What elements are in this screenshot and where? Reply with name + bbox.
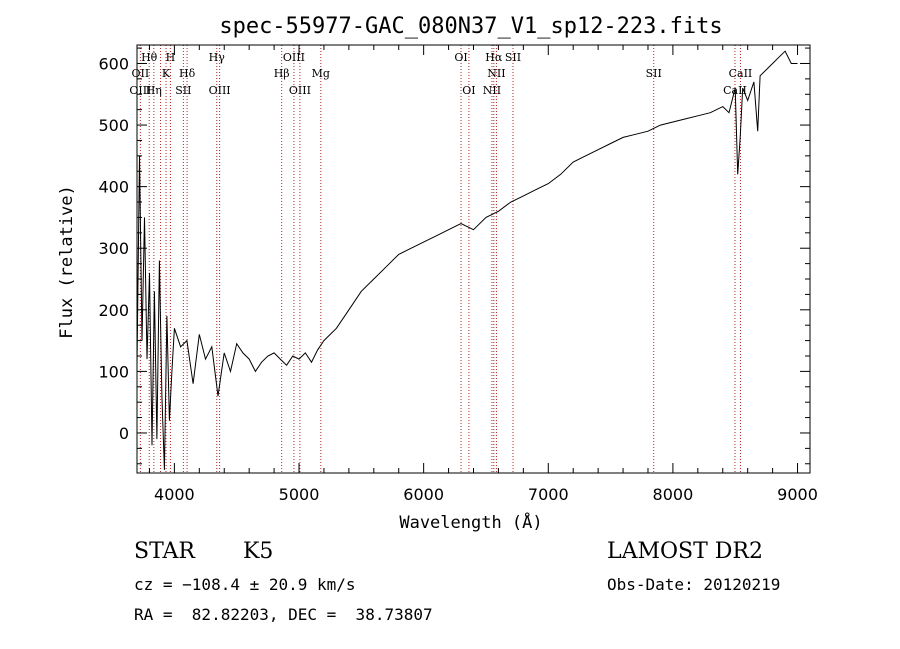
spectral-line-label-16: Hη: [146, 84, 162, 97]
axis-ticks: 4000 5000 6000 7000 8000 9000 0 100 200 300 400 500…: [98, 45, 818, 504]
y-tick-label-5: 500: [98, 116, 129, 135]
spectral-line-label-3: OIII: [283, 51, 305, 64]
spectral-line-label-14: CaII: [729, 67, 753, 80]
x-tick-label-3: 7000: [528, 485, 569, 504]
coordinates: RA = 82.82203, DEC = 38.73807: [134, 605, 433, 624]
spectral-line-label-0: Hθ: [141, 51, 158, 64]
spectral-line-label-6: SII: [505, 51, 521, 64]
spectral-line-label-4: OI: [454, 51, 467, 64]
y-axis-label: Flux (relative): [57, 185, 77, 339]
spectral-line-label-1: H: [166, 51, 176, 64]
spectral-line-label-17: SII: [175, 84, 191, 97]
redshift-cz: cz = −108.4 ± 20.9 km/s: [134, 575, 356, 594]
spectral-line-label-7: SII: [646, 67, 662, 80]
x-tick-label-0: 4000: [154, 485, 195, 504]
subclass: K5: [243, 539, 274, 564]
spectral-line-label-5: Hα: [485, 51, 503, 64]
spectral-line-label-22: CaII: [723, 84, 747, 97]
survey-name: LAMOST DR2: [607, 539, 763, 564]
x-tick-label-1: 5000: [279, 485, 320, 504]
spectral-line-label-13: NII: [487, 67, 505, 80]
spectrum-series: [136, 50, 798, 470]
spectral-line-label-12: Mg: [312, 67, 330, 80]
plot-frame: [136, 44, 811, 474]
spectral-line-label-15: OIII: [129, 84, 151, 97]
spectral-line-label-8: OII: [132, 67, 150, 80]
spectral-line-label-9: K: [162, 67, 171, 80]
x-axis-label: Wavelength (Å): [399, 511, 542, 533]
spectral-line-label-20: OI: [462, 84, 475, 97]
spectral-line-label-2: Hγ: [209, 51, 226, 64]
x-tick-label-4: 8000: [653, 485, 694, 504]
spectral-line-label-18: OIII: [209, 84, 231, 97]
x-tick-label-5: 9000: [777, 485, 818, 504]
spectral-line-label-11: Hβ: [274, 67, 290, 80]
chart-title: spec-55977-GAC_080N37_V1_sp12-223.fits: [219, 14, 722, 39]
y-tick-label-2: 200: [98, 301, 129, 320]
spectral-line-label-21: NII: [483, 84, 501, 97]
line-markers: [139, 45, 741, 473]
object-type: STAR: [134, 539, 195, 564]
spectral-line-label-10: Hδ: [179, 67, 196, 80]
y-tick-label-1: 100: [98, 362, 129, 381]
y-tick-label-4: 400: [98, 178, 129, 197]
y-tick-label-0: 0: [119, 424, 129, 443]
y-tick-label-6: 600: [98, 54, 129, 73]
y-tick-label-3: 300: [98, 239, 129, 258]
spectrum-line-0: [136, 50, 798, 470]
x-tick-label-2: 6000: [403, 485, 444, 504]
spectral-line-label-19: OIII: [289, 84, 311, 97]
observation-date: Obs-Date: 20120219: [607, 575, 781, 594]
